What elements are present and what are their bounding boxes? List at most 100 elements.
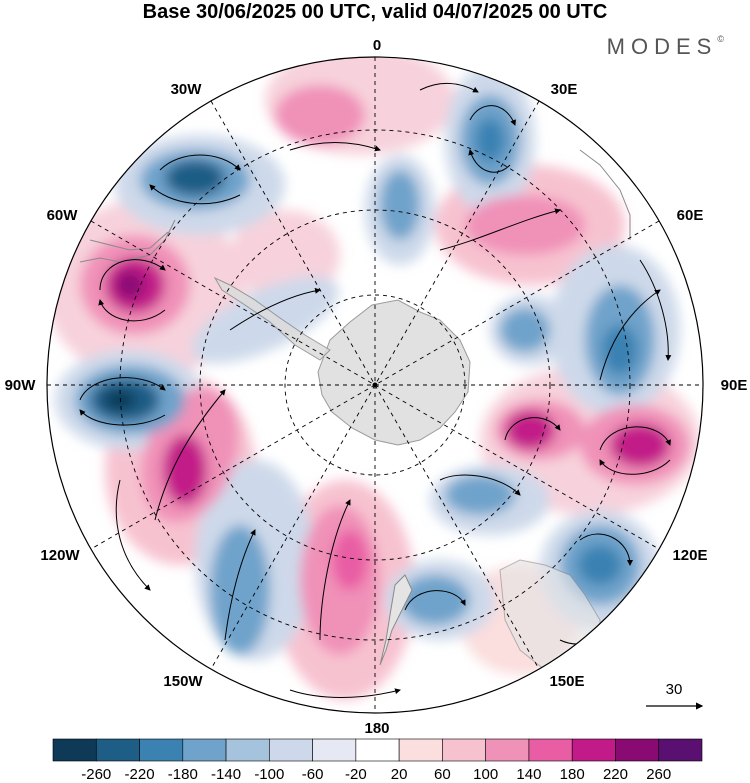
modes-logo: MODES©: [607, 34, 724, 60]
globe-outline: [46, 56, 704, 714]
colorbar: [52, 738, 703, 762]
colorbar-swatch: [52, 738, 97, 762]
meridian-line: [90, 220, 660, 550]
lon-label-60e: 60E: [677, 207, 704, 224]
colorbar-swatch: [615, 738, 660, 762]
streamline: [419, 83, 479, 93]
antarctica-landmass: [317, 299, 471, 446]
streamline: [469, 105, 516, 126]
colorbar-swatch: [485, 738, 530, 762]
south-america-coast: [79, 219, 176, 263]
reference-vector-label: 30: [666, 681, 683, 698]
anomaly-patch: [380, 170, 420, 240]
colorbar-swatch: [139, 738, 184, 762]
colorbar-tick-label: -260: [81, 766, 111, 783]
colorbar-tick-label: 60: [434, 766, 451, 783]
streamline: [224, 529, 256, 641]
colorbar-swatch: [398, 738, 443, 762]
colorbar-swatch: [269, 738, 313, 762]
colorbar-tick-label: 180: [560, 766, 585, 783]
anomaly-patch: [165, 160, 225, 196]
lon-label-30e: 30E: [551, 81, 578, 98]
colorbar-swatch: [355, 738, 400, 762]
colorbar-tick-label: -140: [211, 766, 241, 783]
streamline: [468, 149, 511, 173]
brand-name: MODES: [606, 34, 718, 59]
colorbar-tick-label: 140: [516, 766, 541, 783]
colorbar-tick-label: -20: [345, 766, 367, 783]
streamline: [599, 289, 661, 381]
meridian-line: [210, 100, 540, 670]
streamline: [98, 299, 166, 322]
colorbar-swatch: [442, 738, 486, 762]
colorbar-tick-label: -180: [168, 766, 198, 783]
lon-label-60w: 60W: [47, 207, 79, 224]
streamline: [149, 184, 241, 205]
colorbar-swatch: [182, 738, 227, 762]
lon-label-120e: 120E: [672, 547, 707, 564]
streamline: [319, 499, 351, 641]
antarctic-peninsula: [213, 276, 331, 361]
lon-label-150e: 150E: [549, 673, 584, 690]
anomaly-patch: [475, 118, 505, 162]
anomaly-patch: [578, 545, 622, 585]
colorbar-swatch: [658, 738, 703, 762]
lon-label-0: 0: [373, 37, 381, 54]
wind-streamlines: [79, 83, 672, 698]
anomaly-patch: [116, 271, 144, 299]
streamline: [115, 479, 151, 591]
streamline: [404, 590, 466, 611]
colorbar-swatch: [528, 738, 573, 762]
colorbar-swatch: [225, 738, 270, 762]
streamline: [579, 533, 633, 566]
colorbar-tick-label: 20: [391, 766, 408, 783]
streamline: [79, 409, 166, 426]
colorbar-tick-label: -60: [302, 766, 324, 783]
anomaly-patch: [163, 435, 207, 505]
streamline: [99, 259, 166, 291]
colorbar-swatch: [571, 738, 616, 762]
streamline: [154, 389, 226, 521]
anomaly-patch: [332, 530, 368, 590]
anomaly-patch: [610, 423, 670, 467]
colorbar-tick-label: -220: [125, 766, 155, 783]
streamline: [289, 688, 401, 698]
anomaly-patch: [602, 325, 638, 375]
colorbar-swatch: [95, 738, 140, 762]
south-pole-marker: [372, 382, 378, 388]
streamline: [439, 208, 561, 251]
brand-copyright-mark: ©: [717, 34, 724, 44]
meridian-line: [210, 100, 540, 670]
anomaly-patch: [210, 525, 270, 655]
colorbar-tick-label: 100: [473, 766, 498, 783]
streamline: [289, 142, 381, 152]
colorbar-tick-label: 220: [603, 766, 628, 783]
streamline: [159, 154, 241, 171]
streamline: [599, 459, 671, 475]
lon-label-90e: 90E: [721, 377, 748, 394]
anomaly-patch: [191, 276, 339, 364]
lon-label-30w: 30W: [171, 81, 203, 98]
anomaly-patch: [465, 195, 585, 255]
lon-label-150w: 150W: [163, 673, 203, 690]
anomaly-patch: [505, 410, 555, 450]
streamline: [439, 474, 521, 496]
lon-label-180: 180: [364, 720, 389, 737]
anomaly-patch: [275, 85, 365, 145]
africa-coast: [579, 149, 631, 240]
colorbar-swatch: [312, 738, 357, 762]
anomaly-patch: [500, 308, 550, 352]
streamline: [639, 259, 672, 361]
streamline: [504, 417, 561, 441]
map-title: Base 30/06/2025 00 UTC, valid 04/07/2025…: [142, 1, 608, 23]
colorbar-ticks: -260 -220 -180 -140 -100 -60 -20 20 60 100 140 180 2…: [81, 766, 671, 783]
lon-label-90w: 90W: [5, 377, 37, 394]
meridian-line: [90, 220, 660, 550]
streamline: [229, 287, 321, 331]
anomaly-patch: [400, 575, 470, 625]
colorbar-tick-label: -100: [254, 766, 284, 783]
colorbar-tick-label: 260: [646, 766, 671, 783]
streamline: [599, 426, 671, 451]
anomaly-patch: [445, 475, 515, 515]
